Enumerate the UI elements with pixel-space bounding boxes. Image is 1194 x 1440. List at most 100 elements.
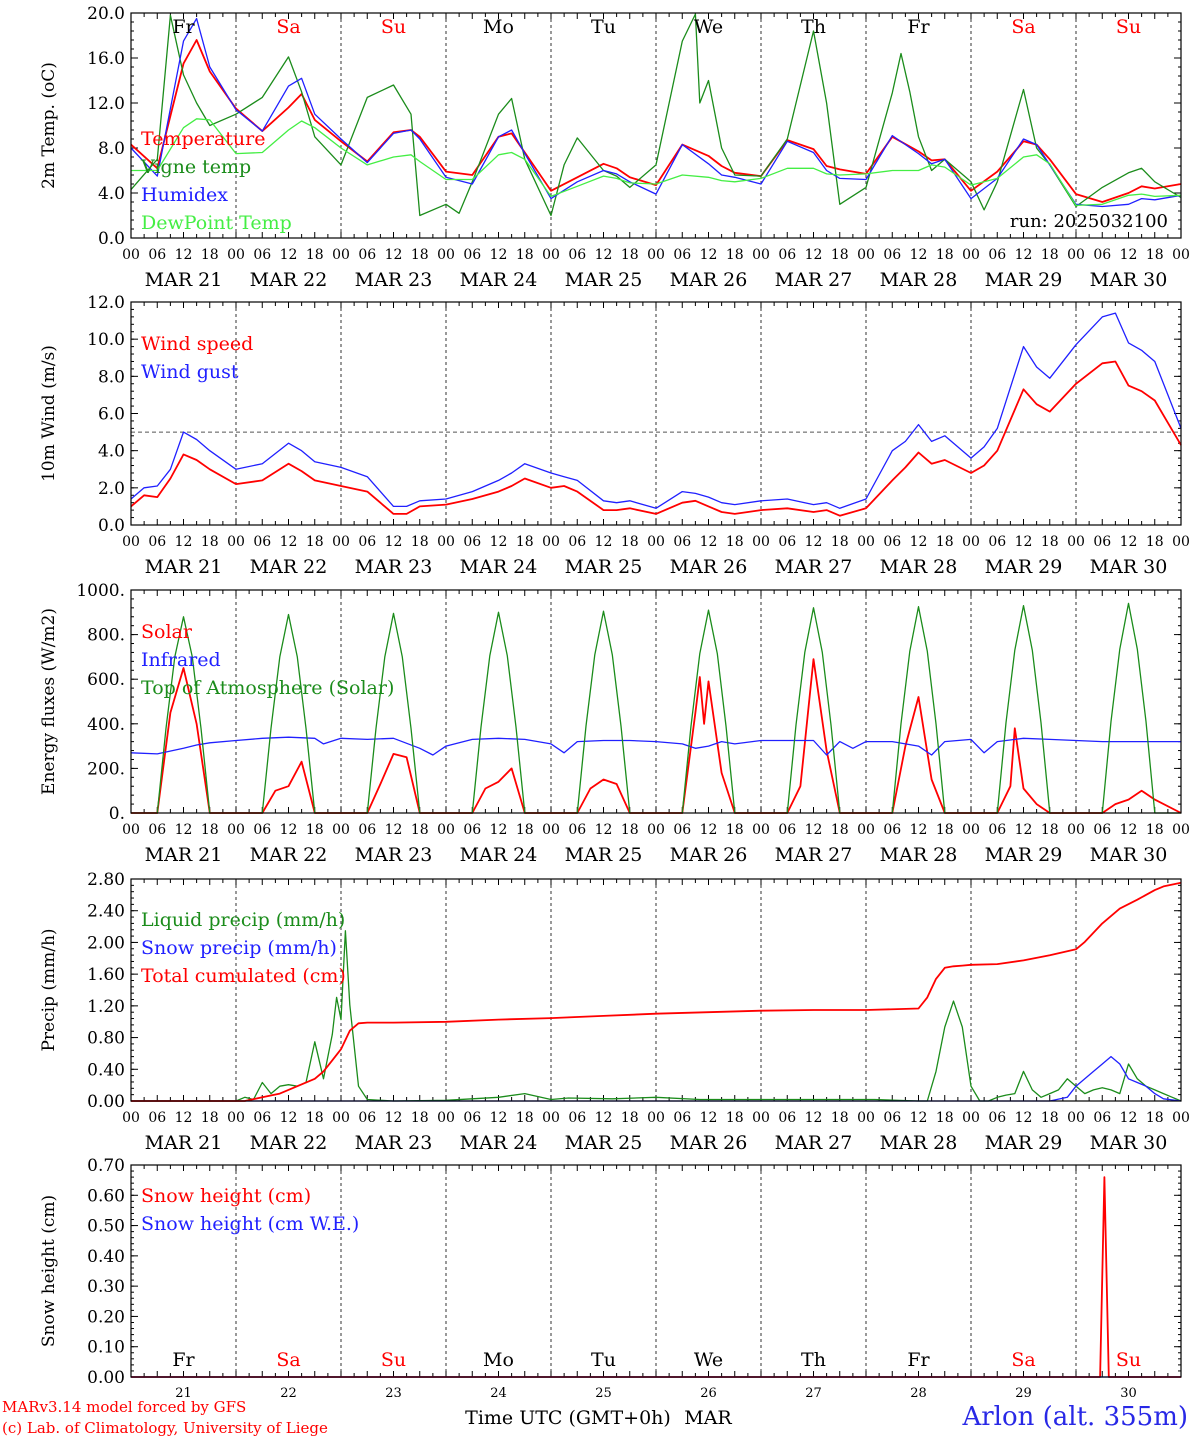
panel-1: 0.0 4.0 8.0 12.0 16.0 20.0 2m Temp. (oC) Temper… (39, 4, 1190, 291)
hour-tick-label: 06 (778, 534, 796, 550)
hour-tick-label: 12 (175, 822, 193, 838)
hour-tick-label: 12 (385, 1110, 403, 1126)
y-tick-label: 4.0 (98, 184, 125, 204)
hour-tick-label: 12 (1015, 822, 1033, 838)
legend-entry: Infrared (141, 649, 221, 671)
hour-tick-label: 06 (463, 822, 481, 838)
date-label: MAR 28 (880, 844, 958, 866)
legend-entry: Vigne temp (140, 156, 251, 178)
hour-tick-label: 12 (910, 247, 928, 263)
legend-entry: Snow height (cm W.E.) (141, 1213, 359, 1235)
hour-tick-label: 00 (122, 247, 140, 263)
day-number: 27 (805, 1386, 822, 1401)
hour-tick-label: 12 (805, 1110, 823, 1126)
day-name: Tu (591, 1349, 616, 1371)
hour-tick-label: 12 (280, 534, 298, 550)
hour-tick-label: 00 (122, 534, 140, 550)
hour-tick-label: 18 (1146, 534, 1164, 550)
hour-tick-label: 06 (673, 1110, 691, 1126)
hour-tick-label: 12 (700, 1110, 718, 1126)
hour-tick-label: 00 (227, 247, 245, 263)
y-tick-label: 2.40 (87, 902, 125, 922)
hour-tick-label: 18 (621, 1110, 639, 1126)
legend-entry: Top of Atmosphere (Solar) (141, 677, 394, 699)
hour-tick-label: 12 (1120, 534, 1138, 550)
legend-entry: Total cumulated (cm) (141, 965, 346, 987)
hour-tick-label: 12 (700, 247, 718, 263)
hour-tick-label: 18 (411, 247, 429, 263)
day-name: Sa (276, 16, 300, 38)
legend-entry: Wind speed (141, 333, 253, 355)
hour-tick-label: 18 (726, 822, 744, 838)
hour-tick-label: 00 (752, 247, 770, 263)
day-name: Th (801, 1349, 826, 1371)
day-number: 22 (280, 1386, 297, 1401)
hour-tick-label: 12 (805, 247, 823, 263)
y-tick-label: 2.00 (87, 933, 125, 953)
date-label: MAR 29 (985, 269, 1063, 291)
hour-tick-label: 18 (201, 822, 219, 838)
hour-tick-label: 12 (490, 534, 508, 550)
y-tick-label: 0.70 (87, 1156, 125, 1176)
date-label: MAR 24 (460, 269, 538, 291)
hour-tick-label: 00 (227, 534, 245, 550)
y-tick-label: 2.0 (98, 479, 125, 499)
hour-tick-label: 12 (385, 534, 403, 550)
y-axis-label: Snow height (cm) (39, 1195, 59, 1347)
hour-tick-label: 12 (1120, 247, 1138, 263)
date-label: MAR 24 (460, 844, 538, 866)
hour-tick-label: 00 (332, 822, 350, 838)
day-name: We (694, 1349, 723, 1371)
hour-tick-label: 00 (542, 1110, 560, 1126)
hour-tick-label: 12 (280, 822, 298, 838)
date-label: MAR 30 (1090, 1132, 1168, 1154)
hour-tick-label: 18 (936, 247, 954, 263)
date-label: MAR 22 (250, 1132, 328, 1154)
date-label: MAR 27 (775, 844, 853, 866)
hour-tick-label: 12 (385, 247, 403, 263)
date-label: MAR 27 (775, 1132, 853, 1154)
day-name: Su (381, 1349, 406, 1371)
day-name: Su (381, 16, 406, 38)
hour-tick-label: 12 (1015, 247, 1033, 263)
date-label: MAR 22 (250, 269, 328, 291)
hour-tick-label: 06 (253, 1110, 271, 1126)
date-label: MAR 29 (985, 844, 1063, 866)
hour-tick-label: 18 (411, 1110, 429, 1126)
date-label: MAR 24 (460, 556, 538, 578)
legend-entry: Snow height (cm) (141, 1185, 311, 1207)
hour-tick-label: 18 (1041, 822, 1059, 838)
hour-tick-label: 00 (542, 247, 560, 263)
hour-tick-label: 00 (752, 822, 770, 838)
legend-entry: Wind gust (141, 361, 239, 383)
hour-tick-label: 06 (148, 822, 166, 838)
footer-model-credit: MARv3.14 model forced by GFS (2, 1398, 247, 1416)
hour-tick-label: 06 (148, 247, 166, 263)
hour-tick-label: 12 (1120, 822, 1138, 838)
date-label: MAR 30 (1090, 556, 1168, 578)
date-label: MAR 28 (880, 556, 958, 578)
hour-tick-label: 18 (936, 1110, 954, 1126)
date-label: MAR 23 (355, 556, 433, 578)
y-tick-label: 1.60 (87, 965, 125, 985)
hour-tick-label: 12 (910, 534, 928, 550)
hour-tick-label: 06 (463, 534, 481, 550)
date-label: MAR 27 (775, 269, 853, 291)
hour-tick-label: 06 (988, 822, 1006, 838)
day-name: Sa (1011, 1349, 1035, 1371)
hour-tick-label: 00 (332, 247, 350, 263)
y-tick-label: 8.0 (98, 139, 125, 159)
hour-tick-label: 18 (1041, 534, 1059, 550)
y-tick-label: 8.0 (98, 367, 125, 387)
day-name: Mo (483, 16, 514, 38)
hour-tick-label: 00 (752, 534, 770, 550)
hour-tick-label: 00 (647, 1110, 665, 1126)
date-label: MAR 29 (985, 556, 1063, 578)
hour-tick-label: 00 (857, 534, 875, 550)
hour-tick-label: 12 (1015, 534, 1033, 550)
hour-tick-label: 18 (621, 247, 639, 263)
hour-tick-label: 06 (883, 247, 901, 263)
hour-tick-label: 18 (936, 822, 954, 838)
hour-tick-label: 06 (253, 534, 271, 550)
